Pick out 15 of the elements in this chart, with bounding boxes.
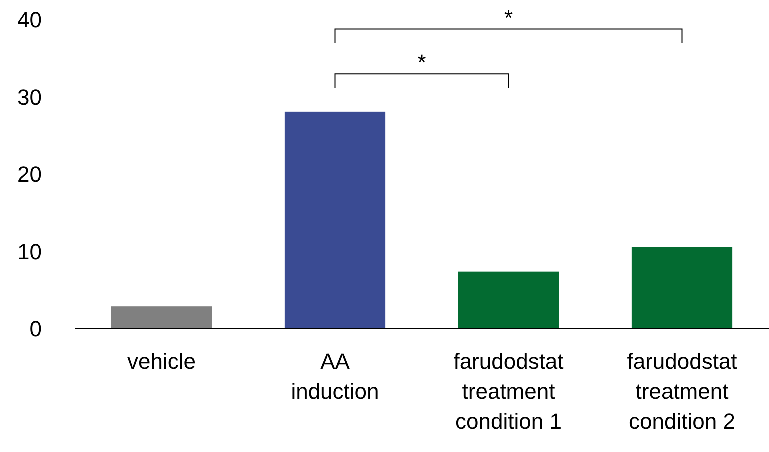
y-tick-label: 10 [18,239,42,264]
annotation: * [418,50,427,76]
y-tick-label: 20 [18,162,42,188]
bar [632,247,733,329]
y-tick-label: 0 [30,316,42,342]
x-tick-label: vehicle [128,349,196,374]
x-tick-label: farudodstat treatment condition 2 [627,349,738,434]
x-tick-label: farudodstat treatment condition 1 [454,349,564,434]
bar [284,112,386,329]
annotation: * [504,5,514,30]
y-tick-label: 30 [18,84,42,110]
bar [111,306,212,329]
y-tick-label: 40 [18,8,42,33]
bar [458,272,560,329]
x-tick-label: AA induction [291,349,380,404]
